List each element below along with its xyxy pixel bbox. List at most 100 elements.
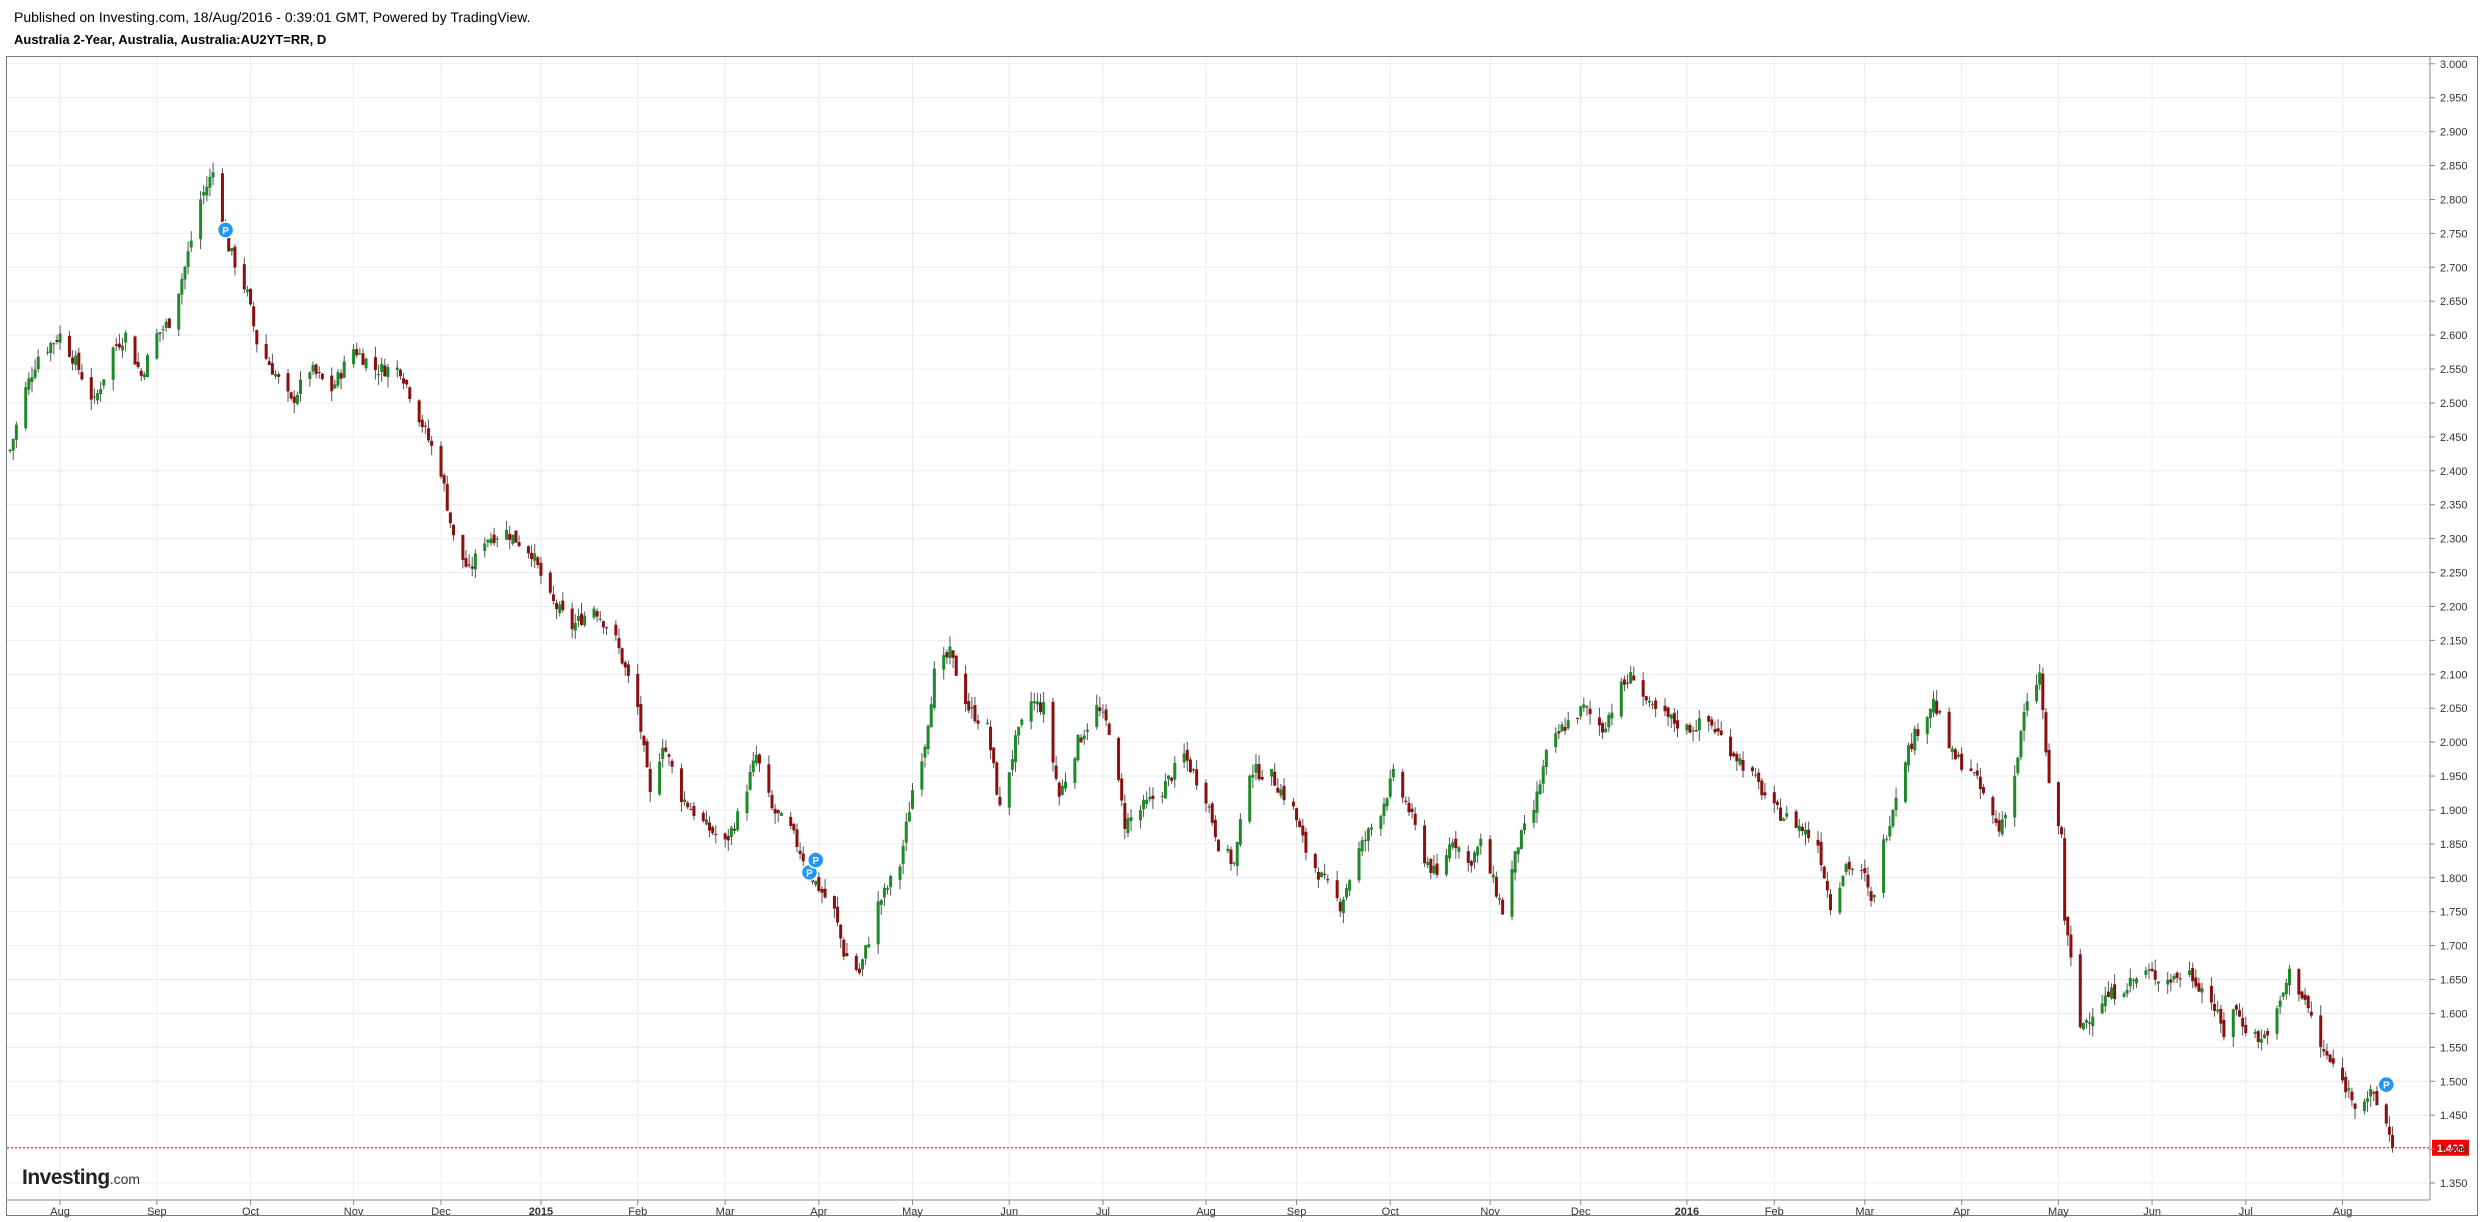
y-tick-label: 1.400: [2440, 1144, 2468, 1156]
candle-body: [2387, 1126, 2391, 1135]
candle-body: [46, 351, 50, 353]
candle-body: [2241, 1017, 2245, 1027]
candle-body: [2150, 968, 2154, 972]
candle-body: [1360, 840, 1364, 852]
candle-body: [530, 552, 534, 560]
candles: [8, 162, 2395, 1153]
candle-body: [1054, 765, 1058, 779]
candle-body: [823, 888, 827, 898]
candle-body: [1626, 682, 1630, 684]
candle-body: [976, 720, 980, 724]
candle-body: [2103, 995, 2107, 1007]
candle-body: [142, 374, 146, 378]
candle-body: [205, 186, 209, 196]
event-marker[interactable]: [216, 221, 235, 239]
candle-body: [77, 352, 81, 370]
candle-body: [1454, 838, 1458, 849]
candle-body: [1257, 764, 1261, 780]
candle-body: [2016, 757, 2020, 774]
y-tick-label: 2.400: [2440, 466, 2468, 478]
candle-body: [380, 363, 384, 372]
candle-body: [1276, 787, 1280, 793]
candle-body: [2209, 985, 2213, 1003]
candle-body: [146, 355, 150, 378]
candle-body: [1273, 771, 1277, 786]
candle-body: [1750, 767, 1754, 772]
candle-body: [233, 246, 237, 268]
candle-body: [2375, 1091, 2379, 1106]
candle-body: [1975, 770, 1979, 776]
candle-body: [2281, 992, 2285, 997]
candle-body: [364, 358, 368, 369]
candle-body: [1051, 701, 1055, 763]
investing-logo[interactable]: Investing.com: [22, 1166, 140, 1190]
candle-body: [2088, 1022, 2092, 1024]
y-tick-label: 1.550: [2440, 1042, 2468, 1054]
candle-body: [1566, 720, 1570, 729]
candle-body: [439, 445, 443, 477]
candle-body: [1622, 679, 1626, 685]
candle-body: [770, 794, 774, 809]
candle-body: [1807, 829, 1811, 839]
candle-body: [1522, 823, 1526, 831]
candle-body: [489, 538, 493, 544]
candle-body: [2284, 982, 2288, 995]
y-tick-label: 1.900: [2440, 805, 2468, 817]
candle-body: [2166, 979, 2170, 985]
x-tick-label: Oct: [242, 1206, 259, 1218]
candle-body: [1969, 768, 1973, 772]
candle-body: [2194, 977, 2198, 987]
event-marker[interactable]: [2377, 1075, 2396, 1094]
candle-body: [2300, 991, 2304, 999]
y-tick-label: 2.250: [2440, 568, 2468, 580]
candle-body: [1797, 825, 1801, 831]
candle-body: [1379, 816, 1383, 829]
candle-body: [792, 823, 796, 831]
candle-body: [832, 896, 836, 909]
candle-body: [1185, 749, 1189, 761]
candle-body: [2041, 673, 2045, 711]
candle-body: [1510, 869, 1514, 917]
candle-body: [526, 546, 530, 554]
candle-body: [973, 705, 977, 722]
candle-body: [1182, 753, 1186, 763]
y-tick-label: 2.450: [2440, 432, 2468, 444]
candle-body: [645, 741, 649, 768]
candle-body: [1345, 888, 1349, 898]
candle-body: [1076, 735, 1080, 761]
logo-tld: .com: [109, 1171, 141, 1187]
event-marker[interactable]: [806, 851, 825, 869]
candle-body: [1828, 894, 1832, 911]
candle-body: [2191, 968, 2195, 982]
candle-body: [1426, 862, 1430, 866]
candle-body: [452, 524, 456, 536]
candle-body: [1950, 748, 1954, 753]
candle-body: [626, 664, 630, 676]
candle-body: [1822, 866, 1826, 879]
candle-body: [1860, 869, 1864, 871]
candle-body: [308, 372, 312, 380]
candle-body: [1117, 737, 1121, 780]
candle-body: [1582, 704, 1586, 708]
candle-body: [1270, 769, 1274, 777]
candle-body: [133, 336, 137, 365]
y-tick-label: 2.500: [2440, 398, 2468, 410]
candle-body: [533, 553, 537, 561]
candle-body: [1819, 841, 1823, 866]
x-tick-label: 2015: [529, 1206, 553, 1218]
candle-body: [2178, 978, 2182, 980]
candle-body: [352, 349, 356, 365]
candle-body: [701, 812, 705, 822]
candle-body: [121, 345, 125, 351]
candle-body: [729, 827, 733, 837]
candle-body: [1101, 711, 1105, 713]
last-price-badge: [2432, 1139, 2469, 1156]
candle-body: [2278, 1000, 2282, 1008]
candle-body: [24, 387, 28, 429]
candle-body: [1188, 759, 1192, 772]
candle-body: [1491, 874, 1495, 878]
candle-body: [2169, 979, 2173, 983]
candle-body: [470, 566, 474, 569]
candle-body: [1794, 811, 1798, 828]
